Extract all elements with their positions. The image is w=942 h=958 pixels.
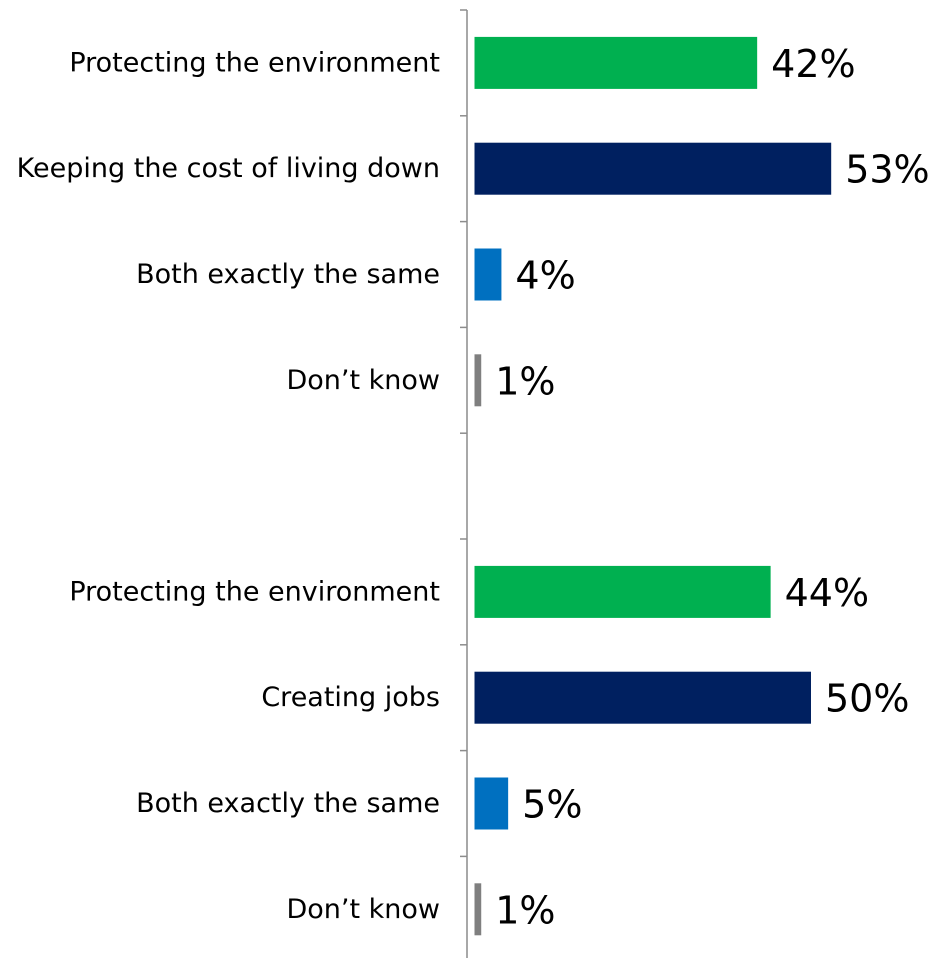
axis-ticks [460,9,467,858]
value-labels: 42% 53% 4% 1% 44% 50% 5% 1% [495,42,929,932]
bar [474,248,502,301]
data-label: 4% [515,254,575,298]
data-label: 1% [495,359,555,403]
bar [474,777,509,830]
category-label: Creating jobs [261,682,440,713]
category-label: Both exactly the same [136,788,440,819]
bar [474,883,482,936]
data-label: 42% [771,42,855,86]
category-labels: Protecting the environment Keeping the co… [17,47,440,924]
data-label: 1% [495,888,555,932]
bar [474,354,482,407]
data-label: 44% [785,571,869,615]
bar [474,671,811,724]
category-label: Protecting the environment [69,47,440,78]
category-label: Don’t know [286,365,440,396]
bar [474,142,832,195]
data-label: 5% [522,783,582,827]
bars [474,36,832,936]
category-label: Protecting the environment [69,576,440,607]
bar [474,565,771,618]
category-label: Don’t know [286,894,440,925]
data-label: 53% [845,148,929,192]
category-label: Both exactly the same [136,259,440,290]
data-label: 50% [825,677,909,721]
bar [474,36,758,89]
category-label: Keeping the cost of living down [17,153,440,184]
